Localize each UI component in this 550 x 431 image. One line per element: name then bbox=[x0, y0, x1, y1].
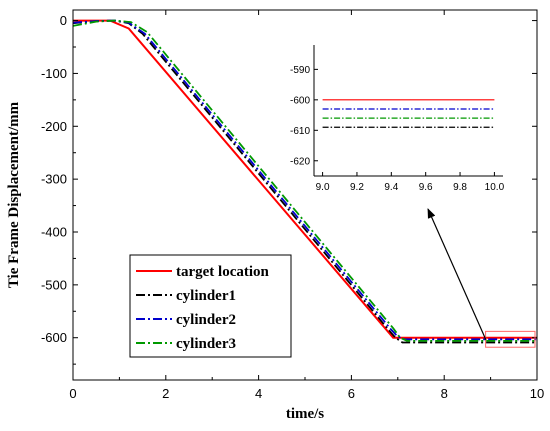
y-tick-label: -200 bbox=[41, 119, 67, 134]
zoom-arrow bbox=[427, 208, 487, 341]
legend: target location cylinder1 cylinder2 cylinde… bbox=[129, 254, 292, 358]
inset-x-tick-label: 9.6 bbox=[419, 182, 433, 193]
x-tick-label: 0 bbox=[69, 386, 76, 401]
inset-plot: -590 -600 -610 -620 9.0 9.2 9.4 9.6 9.8 10.0 bbox=[290, 45, 505, 193]
inset-x-tick-label: 9.8 bbox=[453, 182, 467, 193]
y-tick-label: -300 bbox=[41, 172, 67, 187]
y-axis-label: Tie Frame Displacement/mm bbox=[6, 101, 22, 288]
series-lines bbox=[73, 19, 537, 344]
x-tick-label: 10 bbox=[530, 386, 544, 401]
legend-label-target-location: target location bbox=[176, 264, 270, 280]
inset-x-tick-label: 10.0 bbox=[485, 182, 505, 193]
x-axis-label: time/s bbox=[286, 406, 324, 422]
legend-label-cylinder2: cylinder2 bbox=[176, 312, 236, 328]
inset-y-tick-label: -620 bbox=[290, 156, 310, 167]
legend-label-cylinder1: cylinder1 bbox=[176, 288, 236, 304]
y-tick-label: -600 bbox=[41, 330, 67, 345]
inset-y-tick-label: -610 bbox=[290, 126, 310, 137]
x-tick-label: 2 bbox=[162, 386, 169, 401]
x-tick-label: 6 bbox=[348, 386, 355, 401]
y-tick-label: -400 bbox=[41, 225, 67, 240]
x-tick-label: 4 bbox=[255, 386, 262, 401]
x-tick-label: 8 bbox=[441, 386, 448, 401]
y-tick-label: 0 bbox=[60, 13, 67, 28]
y-tick-label: -500 bbox=[41, 277, 67, 292]
inset-y-tick-label: -590 bbox=[290, 65, 310, 76]
y-tick-label: -100 bbox=[41, 66, 67, 81]
inset-x-tick-label: 9.0 bbox=[316, 182, 330, 193]
inset-x-tick-label: 9.2 bbox=[350, 182, 364, 193]
inset-x-tick-label: 9.4 bbox=[384, 182, 398, 193]
plot-area: 0 2 4 6 8 10 0 -100 -200 -300 -400 -500 -600 bbox=[41, 9, 544, 401]
series-line-cylinder3 bbox=[73, 19, 537, 342]
legend-label-cylinder3: cylinder3 bbox=[176, 336, 236, 352]
inset-y-tick-label: -600 bbox=[290, 95, 310, 106]
